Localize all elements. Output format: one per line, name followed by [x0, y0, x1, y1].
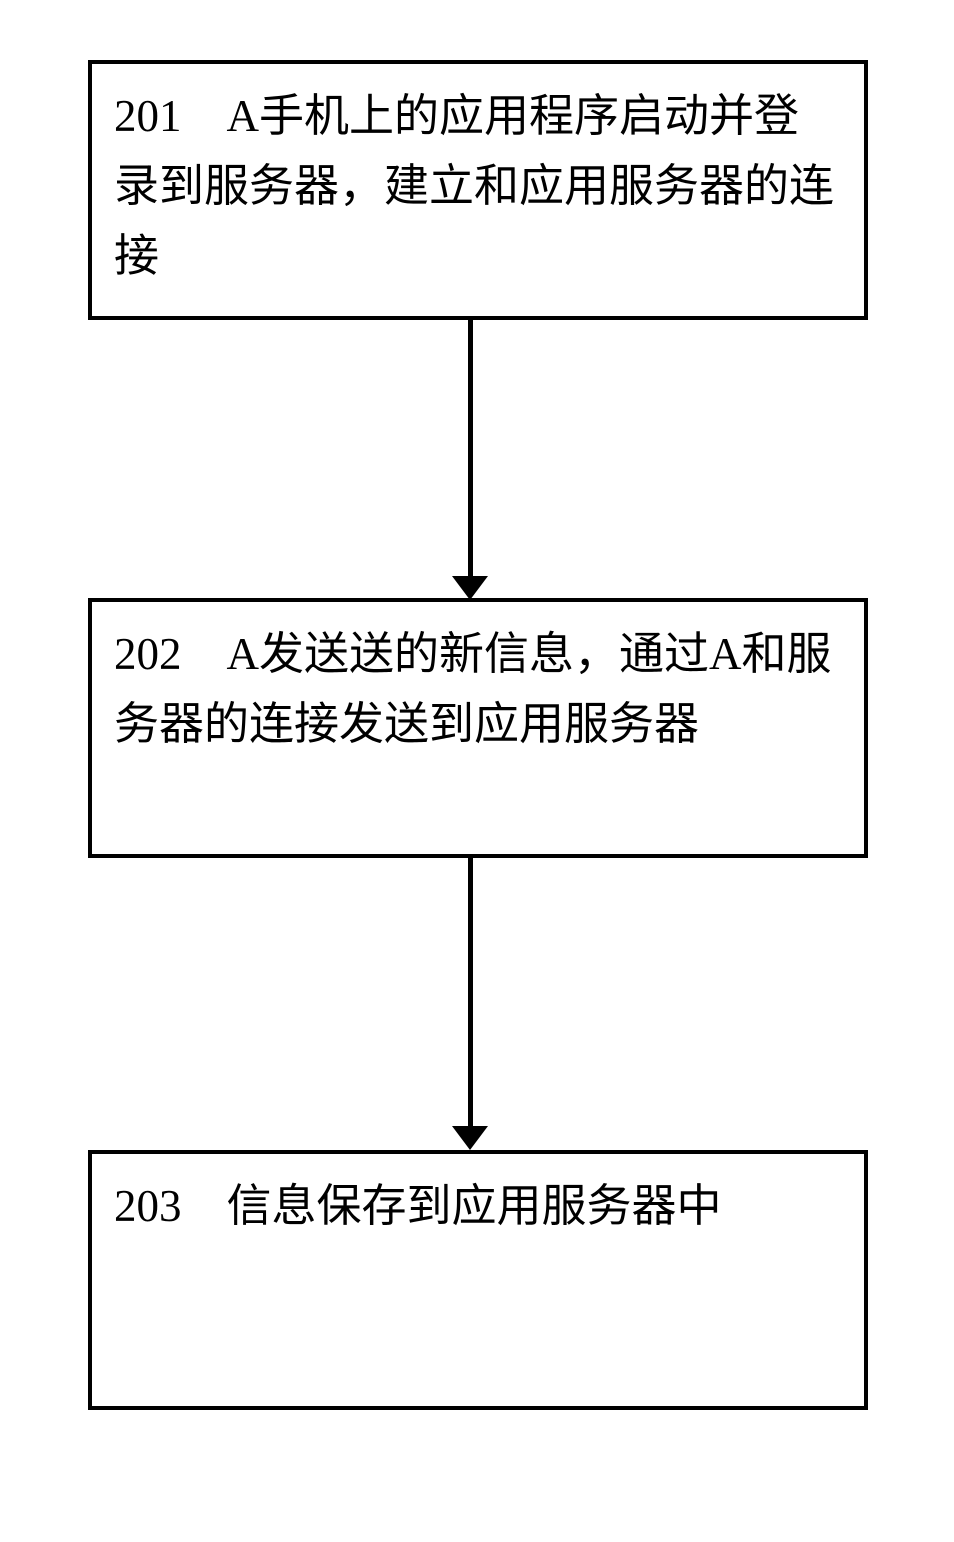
arrow-202-to-203 [468, 858, 473, 1128]
arrow-201-to-202 [468, 320, 473, 578]
flow-step-203: 203 信息保存到应用服务器中 [88, 1150, 868, 1410]
arrow-head-icon [452, 1126, 488, 1150]
flow-step-202: 202 A发送送的新信息，通过A和服务器的连接发送到应用服务器 [88, 598, 868, 858]
flow-step-202-text: 202 A发送送的新信息，通过A和服务器的连接发送到应用服务器 [114, 620, 842, 760]
flow-step-201: 201 A手机上的应用程序启动并登录到服务器，建立和应用服务器的连接 [88, 60, 868, 320]
flow-step-201-text: 201 A手机上的应用程序启动并登录到服务器，建立和应用服务器的连接 [114, 82, 842, 291]
flow-step-203-text: 203 信息保存到应用服务器中 [114, 1172, 842, 1242]
arrow-head-icon [452, 576, 488, 600]
